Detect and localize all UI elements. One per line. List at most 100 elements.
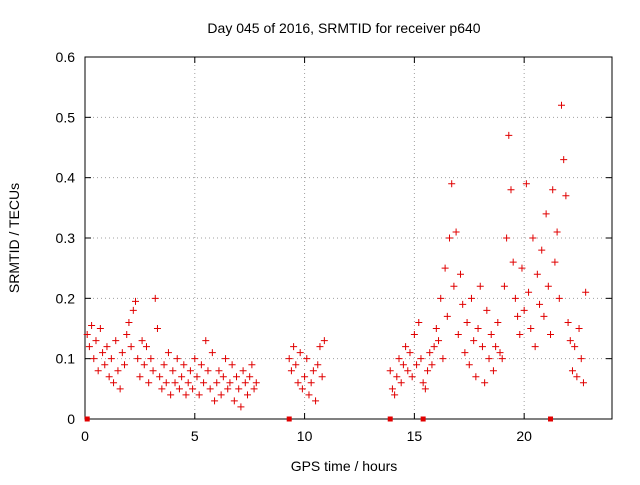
data-point <box>301 373 309 381</box>
data-point <box>171 379 179 387</box>
data-point <box>162 379 170 387</box>
data-point <box>112 337 120 345</box>
data-point <box>402 343 410 351</box>
data-point <box>459 300 467 308</box>
data-point <box>195 391 203 399</box>
data-point <box>303 355 311 363</box>
y-tick-label: 0 <box>67 411 75 427</box>
data-point <box>90 355 98 363</box>
data-point <box>184 379 192 387</box>
data-point <box>551 258 559 266</box>
axis-ticks: 0 5 10 15 20 0 0.1 0.2 0.3 0.4 0.5 0.6 <box>56 49 612 444</box>
data-point <box>175 385 183 393</box>
data-point <box>489 367 497 375</box>
data-point <box>312 397 320 405</box>
data-point <box>167 391 175 399</box>
data-point <box>476 282 484 290</box>
data-point <box>136 373 144 381</box>
data-point <box>509 258 517 266</box>
data-point <box>516 331 524 339</box>
data-point <box>226 379 234 387</box>
data-point <box>103 343 111 351</box>
data-point <box>309 367 317 375</box>
data-point <box>114 367 122 375</box>
data-point <box>186 367 194 375</box>
data-point <box>138 337 146 345</box>
data-point <box>250 385 258 393</box>
data-point <box>568 367 576 375</box>
data-point <box>320 337 328 345</box>
data-point <box>246 373 254 381</box>
data-point <box>235 385 243 393</box>
data-point <box>426 349 434 357</box>
data-points <box>83 101 590 411</box>
data-point <box>134 355 142 363</box>
y-tick-label: 0.1 <box>56 351 76 367</box>
data-point <box>465 361 473 369</box>
data-point <box>92 337 100 345</box>
data-point <box>318 373 326 381</box>
data-point <box>224 385 232 393</box>
data-point <box>160 361 168 369</box>
data-point <box>96 325 104 332</box>
data-point <box>193 373 201 381</box>
data-point <box>410 331 418 339</box>
y-tick-label: 0.6 <box>56 49 76 65</box>
data-point <box>415 318 423 326</box>
data-point <box>483 306 491 314</box>
data-point <box>573 373 581 381</box>
grid-lines <box>85 57 612 419</box>
gap-marker <box>387 416 393 422</box>
data-point <box>180 361 188 369</box>
data-point <box>525 288 533 296</box>
data-point <box>116 385 124 393</box>
data-point <box>298 385 306 393</box>
data-point <box>503 234 511 242</box>
x-tick-label: 20 <box>516 428 532 444</box>
data-point <box>292 361 300 369</box>
x-tick-label: 15 <box>407 428 423 444</box>
data-point <box>547 331 555 339</box>
data-point <box>562 192 570 200</box>
data-point <box>437 294 445 302</box>
data-point <box>285 355 293 363</box>
data-point <box>579 379 587 387</box>
data-point <box>419 379 427 387</box>
data-point <box>399 361 407 369</box>
data-point <box>208 349 216 357</box>
data-point <box>424 367 432 375</box>
data-point <box>514 312 522 320</box>
y-tick-label: 0.4 <box>56 170 76 186</box>
data-point <box>125 318 133 326</box>
gap-marker <box>84 416 90 422</box>
data-point <box>467 294 475 302</box>
data-point <box>571 343 579 351</box>
y-axis-label: SRMTID / TECUs <box>6 183 22 293</box>
data-point <box>450 282 458 290</box>
data-point <box>107 355 115 363</box>
data-point <box>99 349 107 357</box>
data-point <box>191 355 199 363</box>
data-point <box>531 343 539 351</box>
data-point <box>538 246 546 254</box>
data-point <box>230 397 238 405</box>
gap-marker <box>548 416 554 422</box>
data-point <box>555 294 563 302</box>
data-point <box>248 361 256 369</box>
data-point <box>498 355 506 363</box>
x-tick-label: 0 <box>81 428 89 444</box>
data-point <box>127 343 135 351</box>
data-point <box>158 385 166 393</box>
data-point <box>305 391 313 399</box>
data-point <box>213 379 221 387</box>
data-point <box>211 397 219 405</box>
data-point <box>94 367 102 375</box>
data-point <box>461 349 469 357</box>
data-point <box>316 343 324 351</box>
data-point <box>500 282 508 290</box>
data-point <box>577 355 585 363</box>
data-point <box>529 234 537 242</box>
data-point <box>536 300 544 308</box>
data-point <box>518 264 526 272</box>
data-point <box>189 385 197 393</box>
